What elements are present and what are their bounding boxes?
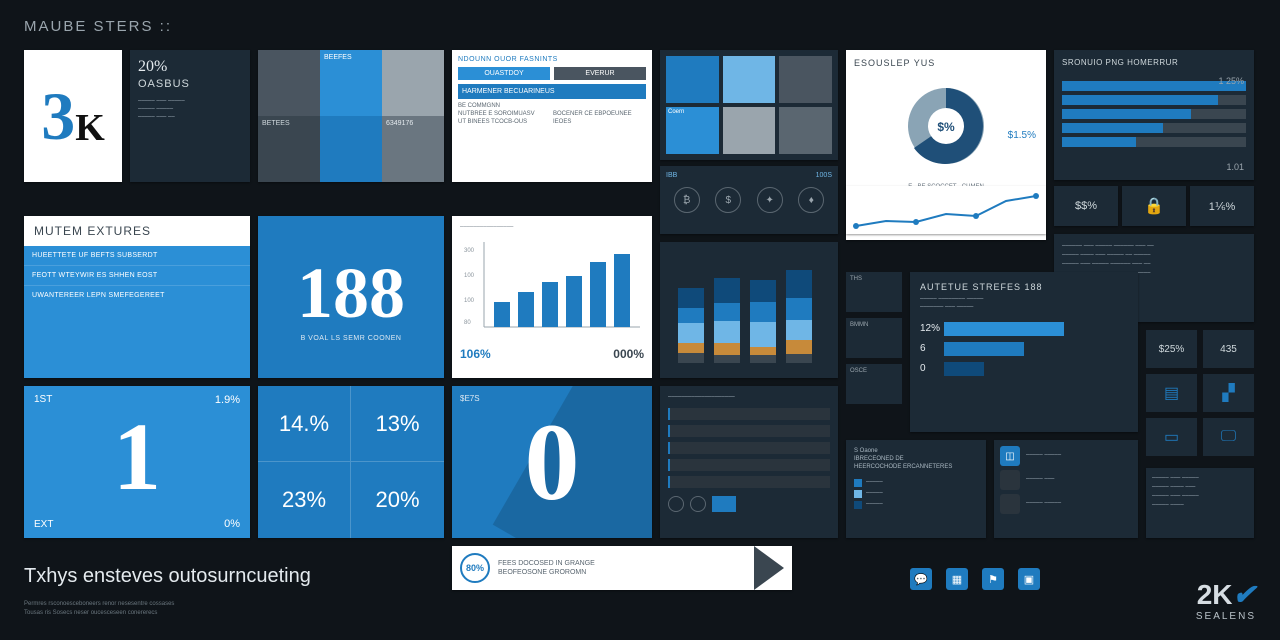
card-stacked (660, 242, 838, 378)
svg-text:100: 100 (464, 298, 475, 304)
mutem-title: MUTEM EXTURES (24, 216, 250, 246)
card-barchart: –––––––––––––––– 300 100 100 80 106% 000… (452, 216, 652, 378)
card-text2: ––––– ––– –––––––––– –––– –––––––– ––– –… (1146, 468, 1254, 538)
svg-text:100: 100 (464, 273, 475, 279)
lock-icon: 🔒 (1144, 196, 1164, 216)
pct-sub: OASBUS (138, 78, 242, 90)
svg-text:300: 300 (464, 248, 475, 254)
pie-title: ESOUSLEP YUS (854, 58, 1038, 68)
doc-icon: ▤ (1146, 374, 1197, 412)
card-line (846, 186, 1046, 234)
card-mosaic: BEEFES BETEES 6349176 (258, 50, 444, 182)
circle-icon: ₿ (674, 187, 700, 213)
big-188: 188 (297, 252, 405, 335)
rb-title: AUTETUE STREFES 188 (920, 282, 1128, 292)
bars-tr-title: SRONUIO PNG HOMERRUR (1062, 58, 1246, 67)
chat-icon: 💬 (910, 568, 932, 590)
circle-icon: ♦ (798, 187, 824, 213)
card-thumbs: Coern (660, 50, 838, 160)
card-arrow: 80% FEES DOCOSED IN GRANGE BEOFEOSONE GR… (452, 546, 792, 590)
svg-text:$%: $% (937, 120, 955, 134)
square-icon (1000, 494, 1020, 514)
side-blocks: THS BMMN OSCE (846, 272, 902, 404)
stacked-bars (668, 250, 830, 370)
card-mutem: MUTEM EXTURES HUEETTETE UF BEFTS SUBSERD… (24, 216, 250, 378)
square-icon: ◫ (1000, 446, 1020, 466)
suffix-k: K (75, 106, 105, 150)
card-dark-list: –––––––––––––––––––– (660, 386, 838, 538)
big-0: 0 (525, 399, 580, 526)
footer-title: Txhys ensteves outosurncueting (24, 565, 311, 588)
card-ss2: 🔒 (1122, 186, 1186, 226)
big-1: 1 (113, 401, 161, 512)
circle-icon: $ (715, 187, 741, 213)
card-188: 188 B VOAL LS SEMR COONEN (258, 216, 444, 378)
square-icon (1000, 470, 1020, 490)
grid-icon: ▣ (1018, 568, 1040, 590)
pct-badge: 80% (460, 553, 490, 583)
bar-chart: 300 100 100 80 (460, 232, 644, 342)
arrow-icon (754, 546, 784, 590)
monitor-icon: 🖵 (1203, 418, 1254, 456)
flag-icon: ⚑ (982, 568, 1004, 590)
card-pct: 20% OASBUS ––––– ––– –––––––––– ––––––––… (130, 50, 250, 182)
card-ss3: 1⅙% (1190, 186, 1254, 226)
card-zero: 0 $E7S (452, 386, 652, 538)
card-bars-top-right: SRONUIO PNG HOMERRUR 1 25% 1.01 (1054, 50, 1254, 180)
circle-icon (690, 496, 706, 512)
circle-icon: ✦ (757, 187, 783, 213)
card-icon: ▭ (1146, 418, 1197, 456)
big-3: 3 (41, 77, 75, 156)
brand-logo: 2K✔ SEALENS (1196, 578, 1256, 622)
circle-icon (668, 496, 684, 512)
footer-lines: Permres rsconoesceboneers renor nesesent… (24, 600, 174, 618)
card-right-bars: AUTETUE STREFES 188 ––––– –––––––– –––––… (910, 272, 1138, 432)
icon-row: 💬 ▦ ⚑ ▣ (910, 568, 1046, 590)
chart-icon: ▞ (1203, 374, 1254, 412)
pct-value: 20% (138, 58, 242, 76)
card-legend: S OaoneIBRECEONED DEHEERCOCHODE ERCANNET… (846, 440, 986, 538)
card-stat1: 1ST 1 1.9% EXT 0% (24, 386, 250, 538)
card-mini: ◫ ––––– ––––– ––––– ––– ––––– ––––– (994, 440, 1138, 538)
tile-grid: $25% 435 ▤ ▞ ▭ 🖵 (1146, 330, 1254, 456)
pct-lines: ––––– ––– –––––––––– –––––––––– ––– –– (138, 98, 242, 121)
doc-icon: ▦ (946, 568, 968, 590)
svg-text:80: 80 (464, 320, 471, 326)
pie-chart: $% (896, 76, 996, 176)
card-timeline: IBB 100S ₿ $ ✦ ♦ (660, 166, 838, 234)
compare-title: NDOUNN OUOR FASNINTS (458, 56, 646, 63)
card-3k: 3 K (24, 50, 122, 182)
card-compare: NDOUNN OUOR FASNINTS OUASTDOY EVERUR HAR… (452, 50, 652, 182)
card-stat2: 14.% 13% 23% 20% (258, 386, 444, 538)
card-ss1: $$% (1054, 186, 1118, 226)
